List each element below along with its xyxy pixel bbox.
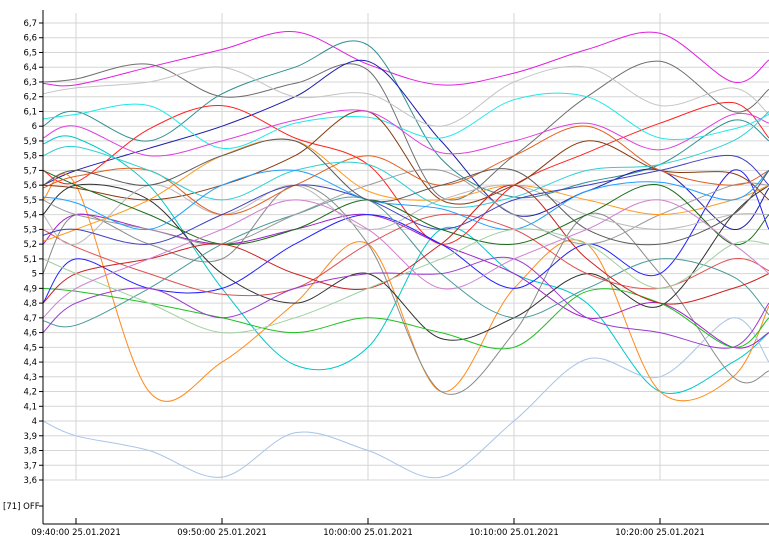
grid xyxy=(43,13,769,481)
y-tick-label: 3,6 xyxy=(23,476,37,486)
y-tick-label: 6,7 xyxy=(23,19,37,29)
y-tick-label: 5,4 xyxy=(23,211,37,221)
y-tick-label: 4,8 xyxy=(23,299,37,309)
y-tick-label: 3,8 xyxy=(23,447,37,457)
digital-channel-label: [71] OFF xyxy=(3,502,40,512)
y-tick-label: 6,4 xyxy=(23,63,37,73)
y-tick-label: 3,9 xyxy=(23,432,37,442)
y-tick-label: 4,1 xyxy=(23,402,37,412)
y-tick-label: 4,6 xyxy=(23,329,37,339)
axes: 6,7 6,6 6,5 6,4 6,3 6,2 6,1 6 5,9 5,8 5,7 5,6 5,5 5,4… xyxy=(23,10,769,538)
series-line-4 xyxy=(42,59,769,230)
x-tick-label: 10:20:00 25.01.2021 xyxy=(615,528,705,538)
series-line-9 xyxy=(42,173,769,402)
series-line-1 xyxy=(42,31,769,87)
y-tick-label: 5,3 xyxy=(23,225,37,235)
series-lines xyxy=(42,31,769,479)
y-tick-label: 4,2 xyxy=(23,388,37,398)
x-tick-label: 10:00:00 25.01.2021 xyxy=(323,528,413,538)
y-tick-label: 6,6 xyxy=(23,34,37,44)
y-tick-label: 6,5 xyxy=(23,48,37,58)
series-line-20 xyxy=(42,184,769,245)
y-tick-label: 5,7 xyxy=(23,166,37,176)
y-tick-label: 5,5 xyxy=(23,196,37,206)
y-tick-label: 5,2 xyxy=(23,240,37,250)
series-line-21 xyxy=(42,109,769,157)
series-line-6 xyxy=(42,65,769,127)
y-tick-label: 4,3 xyxy=(23,373,37,383)
series-line-2 xyxy=(42,60,769,201)
series-line-29 xyxy=(42,169,769,231)
y-tick-label: 4,5 xyxy=(23,343,37,353)
y-tick-label: 6,2 xyxy=(23,93,37,103)
y-tick-label: 5,6 xyxy=(23,181,37,191)
y-tick-label: 4,9 xyxy=(23,284,37,294)
series-line-23 xyxy=(42,169,769,245)
y-tick-label: 4,4 xyxy=(23,358,37,368)
series-line-25 xyxy=(42,111,769,209)
y-tick-label: 6,1 xyxy=(23,107,37,117)
y-tick-label: 5,9 xyxy=(23,137,37,147)
series-line-5 xyxy=(42,101,769,245)
y-tick-label: 5 xyxy=(32,270,37,280)
series-line-32 xyxy=(42,199,769,319)
y-tick-label: 6,3 xyxy=(23,78,37,88)
x-tick-label: 09:50:00 25.01.2021 xyxy=(177,528,267,538)
y-tick-label: 3,7 xyxy=(23,461,37,471)
series-line-11 xyxy=(42,317,769,479)
x-tick-label: 10:10:00 25.01.2021 xyxy=(469,528,559,538)
x-tick-label: 09:40:00 25.01.2021 xyxy=(31,528,121,538)
y-tick-label: 5,8 xyxy=(23,152,37,162)
series-line-22 xyxy=(42,138,769,242)
y-tick-label: 5,1 xyxy=(23,255,37,265)
y-tick-label: 4,7 xyxy=(23,314,37,324)
y-tick-label: 4 xyxy=(32,417,37,427)
series-line-30 xyxy=(42,138,769,246)
y-tick-label: 6 xyxy=(32,122,37,132)
series-line-7 xyxy=(42,92,769,149)
series-line-26 xyxy=(42,154,769,245)
